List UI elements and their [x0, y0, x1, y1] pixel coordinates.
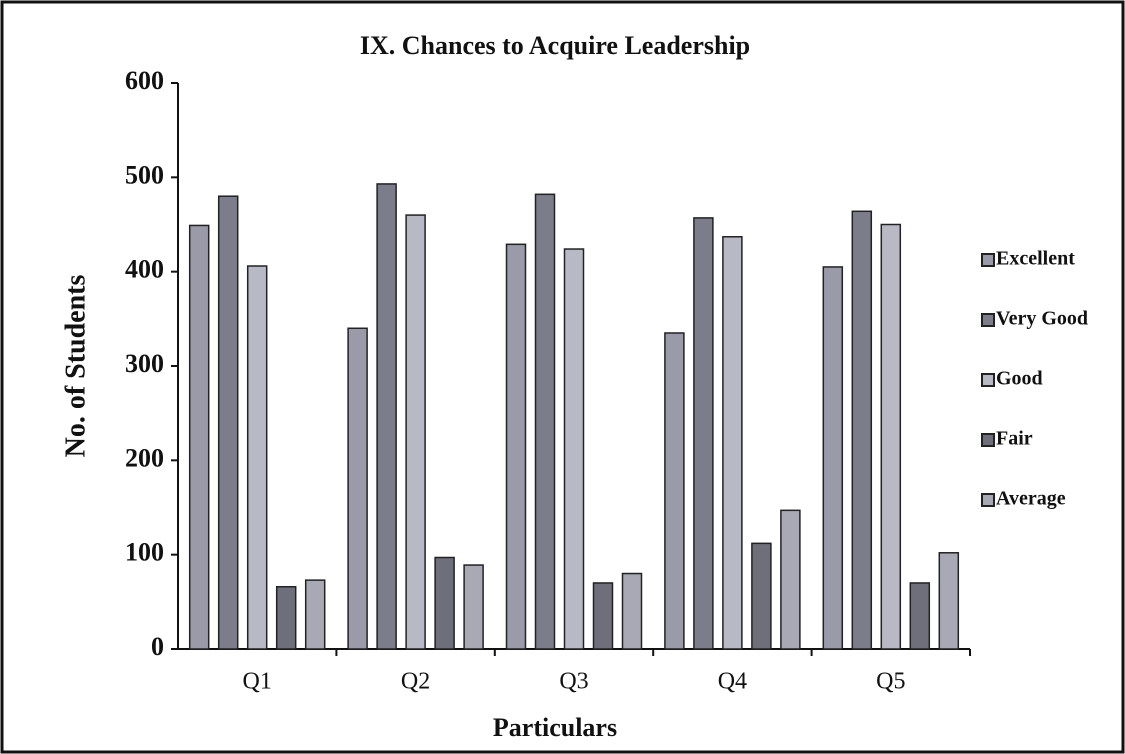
bar: [592, 582, 614, 650]
y-axis-label: No. of Students: [60, 274, 91, 457]
bar: [780, 509, 801, 650]
legend-label: Very Good: [996, 308, 1088, 330]
x-tick-label: Q4: [718, 669, 747, 695]
bar: [851, 210, 873, 650]
bar: [909, 582, 931, 650]
legend-swatch: [981, 493, 995, 507]
bar: [347, 327, 368, 650]
x-tick-label: Q1: [243, 669, 272, 695]
bar: [880, 223, 902, 650]
x-tick-label: Q5: [876, 669, 905, 695]
y-tick-label: 100: [125, 538, 164, 567]
y-tick-label: 500: [125, 160, 164, 189]
legend-swatch: [981, 313, 995, 327]
bar: [405, 214, 426, 650]
x-axis-label: Particulars: [493, 713, 617, 742]
legend-swatch: [981, 253, 995, 267]
bar: [275, 585, 297, 650]
bar: [376, 183, 397, 650]
bar: [246, 265, 268, 650]
bar: [434, 556, 455, 650]
x-tick-label: Q3: [559, 669, 588, 695]
legend-swatch: [981, 373, 995, 387]
y-tick-label: 400: [125, 255, 164, 284]
bar: [217, 195, 239, 650]
bar: [505, 243, 527, 650]
legend-label: Average: [996, 488, 1066, 510]
bar: [304, 579, 326, 650]
legend-label: Fair: [996, 428, 1033, 450]
legend-label: Good: [996, 368, 1043, 390]
bar: [693, 217, 714, 650]
chart-title: IX. Chances to Acquire Leadership: [360, 31, 750, 60]
bar: [722, 236, 743, 650]
y-tick-label: 200: [125, 443, 164, 472]
bar: [822, 266, 844, 650]
y-tick-label: 300: [125, 349, 164, 378]
bar: [463, 564, 484, 650]
bar: [563, 248, 585, 650]
x-tick-label: Q2: [401, 669, 430, 695]
bar: [188, 224, 210, 650]
bar: [751, 542, 772, 650]
legend-label: Excellent: [996, 248, 1075, 270]
bar: [534, 193, 556, 650]
legend-swatch: [981, 433, 995, 447]
bar: [621, 572, 643, 650]
bar: [938, 552, 960, 650]
y-tick-label: 600: [125, 66, 164, 95]
y-tick-label: 0: [151, 632, 164, 661]
bar: [664, 332, 685, 650]
